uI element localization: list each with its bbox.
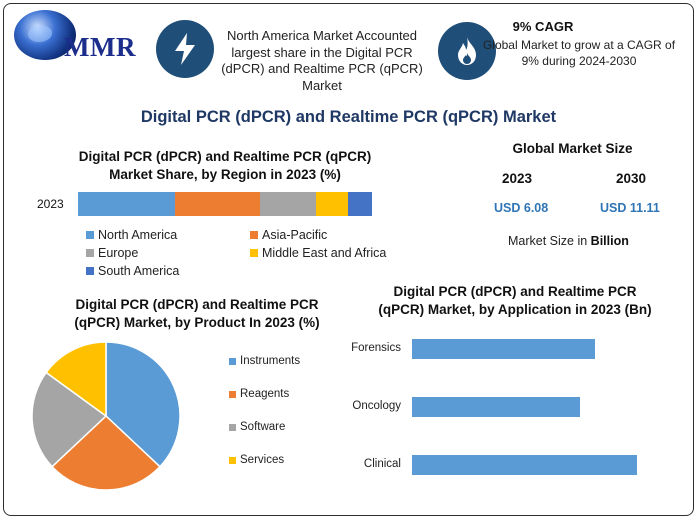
pie-slice-instruments <box>105 341 181 468</box>
region-legend-item-south-america: South America <box>86 264 179 278</box>
region-bar-segment-south-america <box>348 192 372 216</box>
pie-slice-reagents <box>50 414 162 491</box>
pie-slice-services <box>45 341 107 418</box>
region-chart-year-label: 2023 <box>37 197 64 211</box>
region-bar-segment-north-america <box>78 192 176 216</box>
market-year-2030: 2030 <box>616 171 647 186</box>
global-market-size-title: Global Market Size <box>512 141 633 156</box>
application-bar-forensics <box>412 339 595 359</box>
market-value-2023: USD 6.08 <box>494 201 549 215</box>
flame-icon <box>438 22 496 80</box>
region-legend-item-asia-pacific: Asia-Pacific <box>250 228 327 242</box>
legend-swatch <box>250 231 258 239</box>
region-chart-title: Digital PCR (dPCR) and Realtime PCR (qPC… <box>78 149 372 182</box>
product-chart-title: Digital PCR (dPCR) and Realtime PCR (qPC… <box>74 297 320 330</box>
application-label-clinical: Clinical <box>363 458 401 470</box>
legend-label: Reagents <box>240 388 290 400</box>
application-label-forensics: Forensics <box>351 342 401 354</box>
legend-label: Services <box>240 454 285 466</box>
lightning-bolt-icon <box>156 20 214 78</box>
legend-swatch <box>229 423 236 431</box>
application-chart-title: Digital PCR (dPCR) and Realtime PCR (qPC… <box>378 284 652 317</box>
legend-label: Instruments <box>240 355 301 367</box>
legend-label: Europe <box>98 246 139 260</box>
product-legend-item-reagents: Reagents <box>229 388 289 400</box>
application-label-oncology: Oncology <box>352 400 401 412</box>
market-value-2030: USD 11.11 <box>600 201 660 215</box>
market-size-unit-note: Market Size in Billion <box>508 234 629 248</box>
legend-label: South America <box>98 264 180 278</box>
legend-swatch <box>86 249 94 257</box>
region-bar-segment-europe <box>260 192 317 216</box>
product-legend-item-instruments: Instruments <box>229 355 300 367</box>
legend-label: Software <box>240 421 286 433</box>
legend-swatch <box>229 357 236 365</box>
product-legend-item-services: Services <box>229 454 284 466</box>
market-year-2023: 2023 <box>502 171 533 186</box>
region-bar-segment-asia-pacific <box>175 192 261 216</box>
cagr-title: 9% CAGR <box>512 19 574 34</box>
legend-label: Asia-Pacific <box>262 228 328 242</box>
application-bar-clinical <box>412 455 637 475</box>
legend-swatch <box>250 249 258 257</box>
globe-logo-icon <box>14 10 76 60</box>
brand-logo-text: MMR <box>64 32 136 62</box>
page-title: Digital PCR (dPCR) and Realtime PCR (qPC… <box>140 108 557 126</box>
legend-swatch <box>86 231 94 239</box>
cagr-description: Global Market to grow at a CAGR of 9% du… <box>482 38 676 68</box>
region-bar-segment-middle-east-and-africa <box>316 192 349 216</box>
north-america-callout: North America Market Accounted largest s… <box>221 28 423 93</box>
product-legend-item-software: Software <box>229 421 285 433</box>
region-stacked-bar <box>78 192 372 216</box>
legend-label: Middle East and Africa <box>262 246 387 260</box>
legend-swatch <box>229 456 236 464</box>
region-legend-item-europe: Europe <box>86 246 138 260</box>
legend-swatch <box>229 390 236 398</box>
region-legend-item-middle-east-and-africa: Middle East and Africa <box>250 246 386 260</box>
application-bar-oncology <box>412 397 580 417</box>
pie-slice-software <box>31 371 108 468</box>
legend-swatch <box>86 267 94 275</box>
region-legend-item-north-america: North America <box>86 228 177 242</box>
product-pie-chart <box>31 341 181 491</box>
legend-label: North America <box>98 228 178 242</box>
